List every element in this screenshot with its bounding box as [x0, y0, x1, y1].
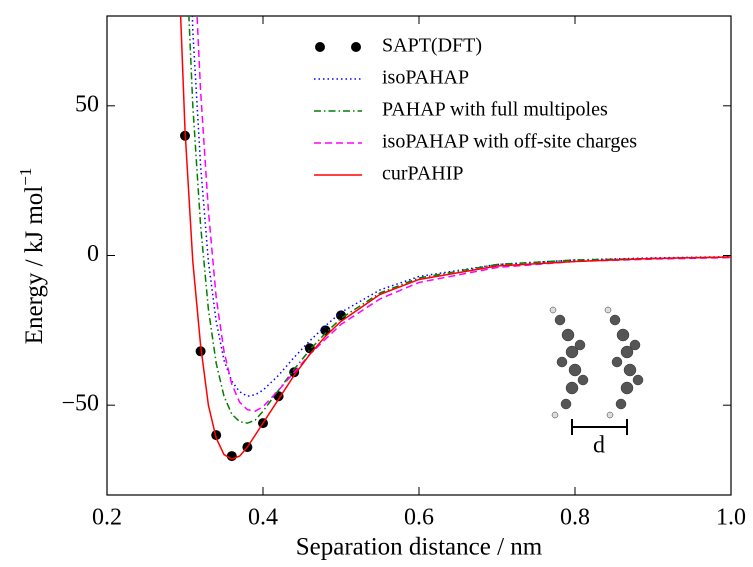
data-point: [195, 346, 206, 357]
x-tick-label: 0.4: [248, 505, 278, 531]
legend-marker: [315, 42, 325, 52]
data-point: [320, 325, 331, 336]
x-tick-label: 0.6: [404, 505, 434, 531]
data-point: [304, 343, 315, 354]
y-axis-label: Energy / kJ mol−1: [16, 168, 48, 345]
series-line: [196, 16, 731, 412]
legend-marker: [351, 42, 361, 52]
plot-area: [179, 16, 731, 462]
y-axis-label-sup: −1: [16, 168, 35, 186]
data-point: [336, 310, 346, 321]
legend-label: PAHAP with full multipoles: [382, 99, 608, 121]
inset-label: d: [593, 433, 605, 459]
legend-label: curPAHIP: [382, 163, 464, 185]
x-tick-label: 0.8: [560, 505, 590, 531]
y-tick-label: 0: [87, 241, 99, 267]
y-axis-label-main: Energy / kJ mol: [21, 186, 48, 345]
x-tick-label: 0.2: [92, 505, 122, 531]
y-tick-label: −50: [61, 391, 99, 417]
series-line: [179, 16, 731, 460]
inset-distance-bar: [571, 419, 628, 435]
series-line: [191, 16, 731, 397]
x-tick-label: 1.0: [716, 505, 746, 531]
y-tick-label: 50: [75, 91, 99, 117]
inset-molecule: [549, 306, 644, 419]
x-axis-label: Separation distance / nm: [296, 534, 543, 561]
legend-label: SAPT(DFT): [382, 35, 482, 57]
series-line: [188, 16, 731, 424]
legend-label: isoPAHAP: [382, 67, 469, 89]
legend-label: isoPAHAP with off-site charges: [382, 131, 637, 153]
